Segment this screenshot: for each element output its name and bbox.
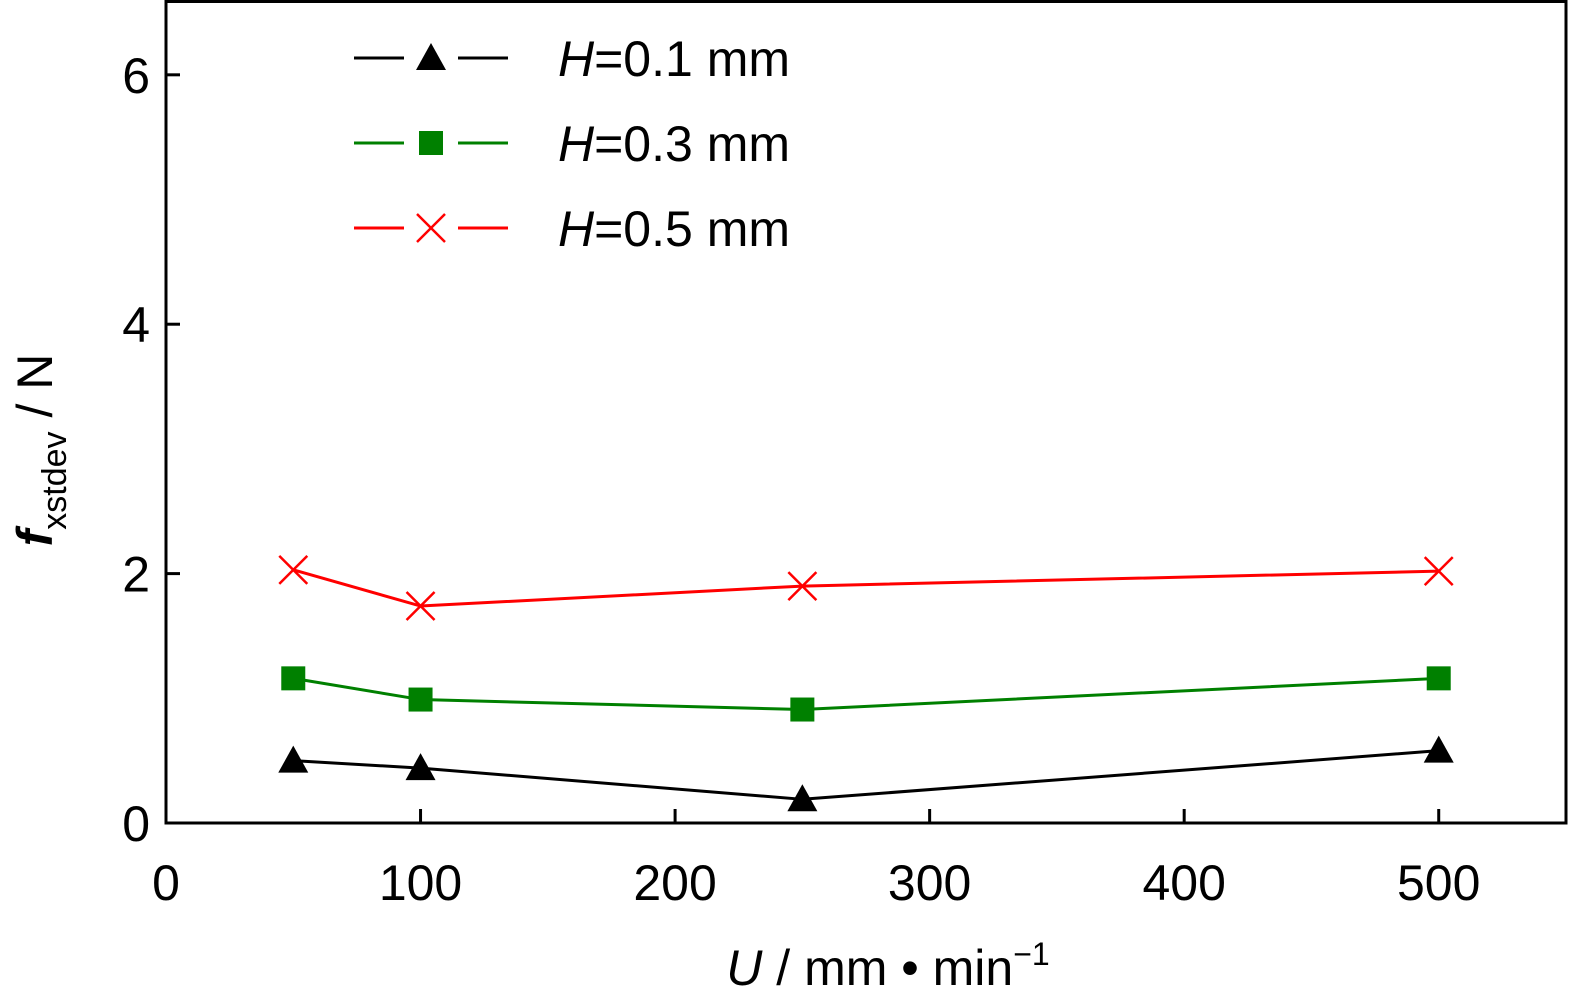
y-tick-label: 0 [122,796,150,852]
x-tick-label: 300 [888,855,971,911]
x-tick-label: 100 [379,855,462,911]
legend-entry-1: H=0.1 mm [354,31,790,87]
data-point [1426,666,1451,691]
legend-marker [419,131,443,155]
data-point [787,784,818,812]
x-axis-exponent: −1 [1013,936,1049,972]
y-axis-subscript: xstdev [36,431,74,529]
legend-label: H=0.1 mm [558,31,790,87]
legend-marker [416,213,446,243]
legend-entry-3: H=0.5 mm [354,201,790,257]
data-point [408,687,433,712]
x-axis-variable: U [726,940,763,995]
legend-marker [416,43,446,70]
legend-entry-2: H=0.3 mm [354,116,790,172]
legend: H=0.1 mm H=0.3 mm H=0.5 mm [354,31,790,257]
x-axis: 0 100 200 300 400 500 [152,809,1480,911]
y-axis-label: fxstdev / N [7,354,74,547]
data-point [1423,556,1454,586]
series-2 [281,666,1451,722]
y-tick-label: 2 [122,547,150,603]
y-tick-label: 6 [122,48,150,104]
plot-area [164,0,1568,825]
y-axis-unit: / N [7,354,63,432]
data-point [787,571,818,601]
data-point [1423,735,1454,763]
y-axis-variable: f [7,525,63,546]
legend-label: H=0.5 mm [558,201,790,257]
series-3 [278,554,1454,621]
x-tick-label: 0 [152,855,180,911]
data-point [278,554,309,585]
series-layer [278,554,1454,812]
series-1 [278,735,1454,812]
data-point [790,697,815,722]
data-point [405,753,436,781]
series-line [293,676,1439,712]
x-tick-label: 500 [1397,855,1480,911]
x-tick-label: 200 [633,855,716,911]
data-point [278,745,309,773]
y-tick-label: 4 [122,297,150,353]
x-axis-unit: / mm • min [762,940,1013,995]
y-axis: 0 2 4 6 [122,48,180,852]
series-line [293,749,1439,801]
data-point [405,591,436,621]
data-point [281,666,306,691]
plot-frame [164,0,1568,825]
series-line [292,568,1439,608]
x-tick-label: 400 [1142,855,1225,911]
x-axis-label: U / mm • min−1 [726,936,1049,995]
legend-label: H=0.3 mm [558,116,790,172]
